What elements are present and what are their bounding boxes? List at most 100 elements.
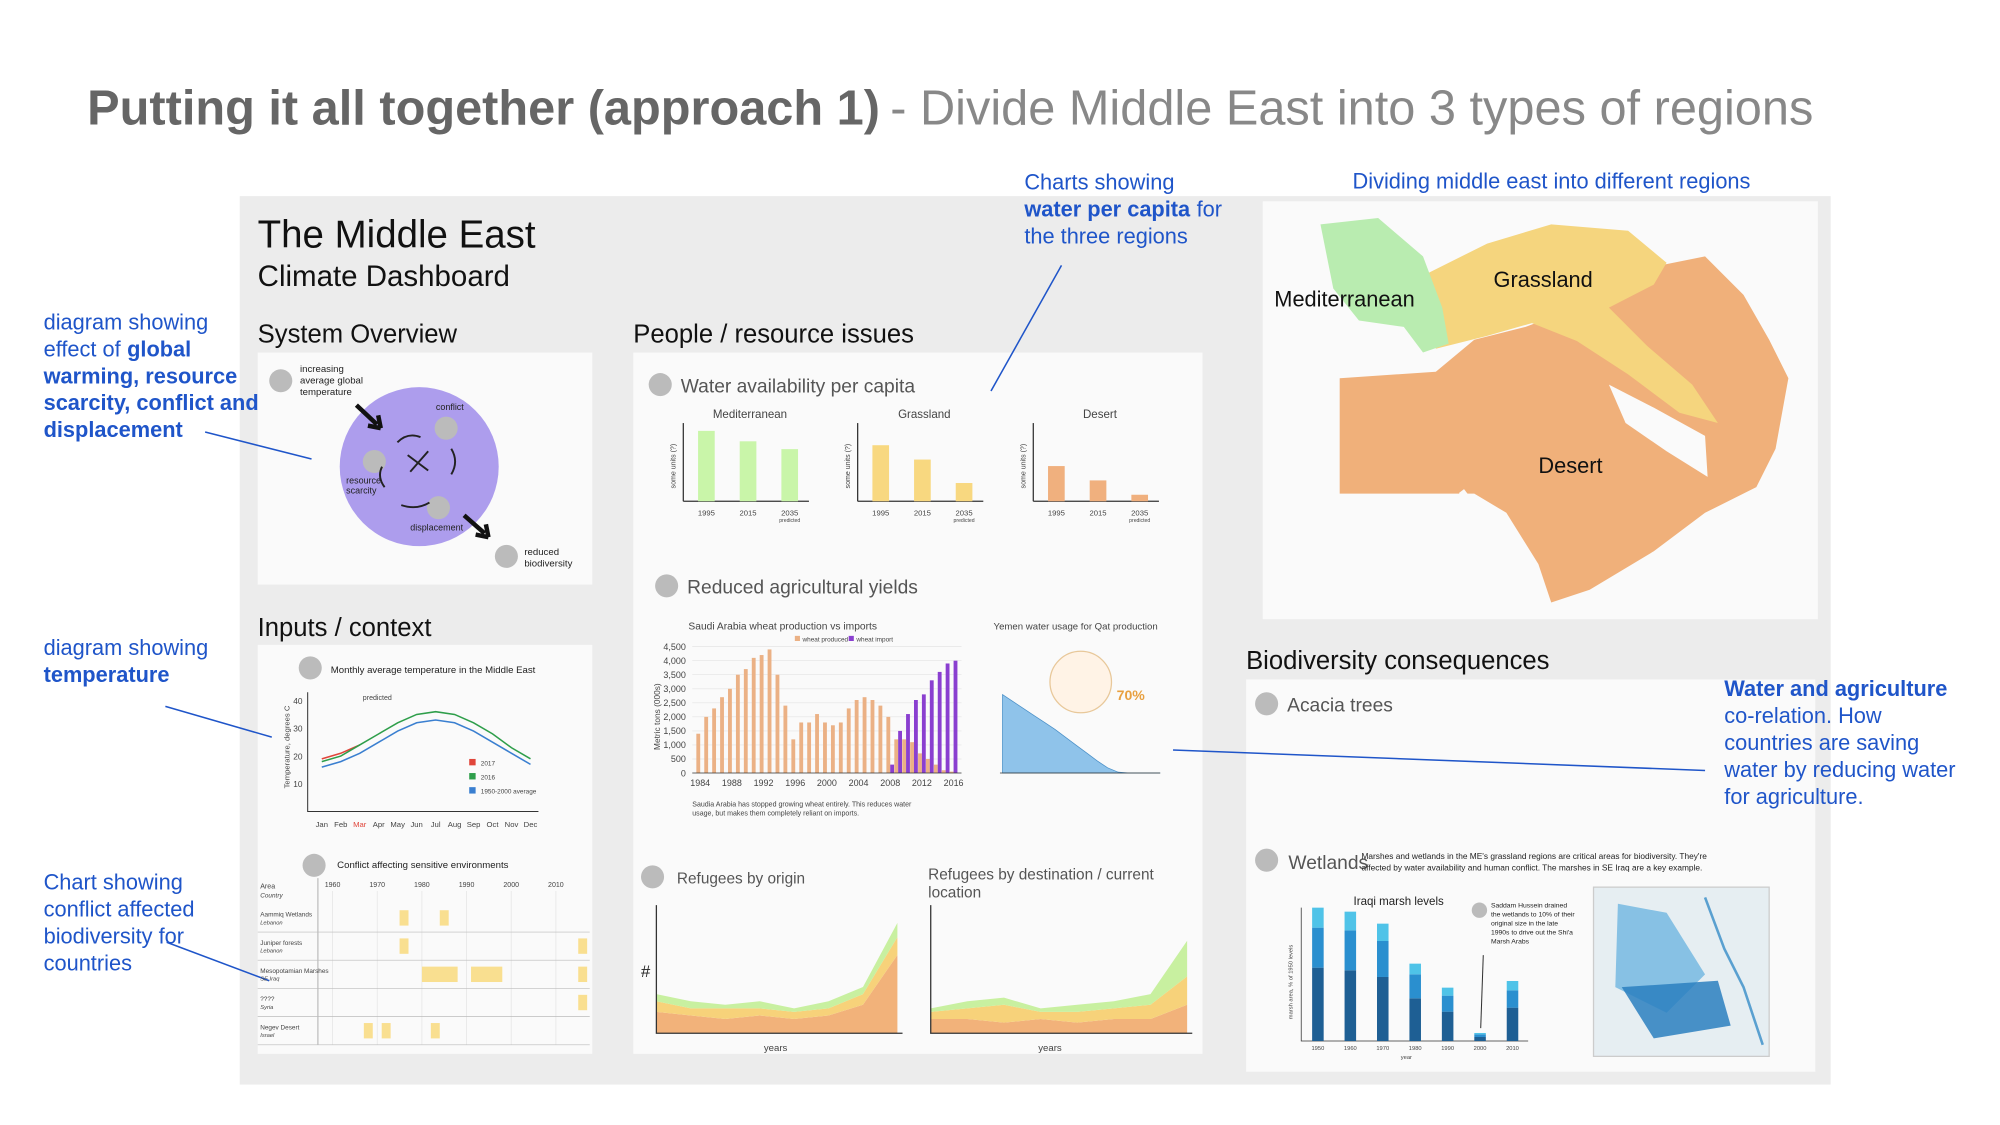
- chart-title: Saudi Arabia wheat production vs imports: [688, 621, 877, 632]
- area: [930, 940, 1188, 1012]
- header: Country: [260, 892, 283, 899]
- bar: [799, 722, 804, 774]
- axis: [655, 905, 903, 1034]
- bar: [1131, 494, 1149, 502]
- header: Area: [260, 883, 275, 890]
- bar: [698, 430, 715, 502]
- area: [656, 937, 898, 1020]
- y-tick-label: 500: [671, 754, 686, 764]
- x-tick-label: Nov: [505, 820, 519, 829]
- annotation: Charts showing: [1024, 170, 1174, 195]
- legend-label: wheat import: [855, 637, 893, 644]
- row-label: Syria: [260, 1005, 273, 1011]
- x-tick-label: 2035: [1131, 508, 1148, 517]
- x-tick-label: 1960: [1344, 1046, 1357, 1052]
- bar-segment: [1474, 1036, 1486, 1041]
- label: resource: [346, 475, 381, 485]
- span: [381, 1023, 391, 1039]
- note: Marsh Arabs: [1491, 939, 1530, 946]
- x-tick-label: Feb: [334, 820, 347, 829]
- chart-title: Mediterranean: [713, 409, 787, 421]
- note: Saddam Hussein drained: [1491, 903, 1567, 910]
- bar: [955, 483, 973, 502]
- x-tick-label: 1990: [459, 882, 475, 889]
- bar: [894, 739, 899, 774]
- x-tick-label: Jul: [431, 820, 441, 829]
- bar-segment: [1441, 987, 1454, 996]
- note: the wetlands to 10% of their: [1491, 912, 1575, 919]
- annotation: temperature: [44, 662, 170, 687]
- bar: [878, 705, 883, 774]
- annotation-text: Chart showing: [44, 870, 183, 895]
- x-tick-label: 1970: [1376, 1046, 1389, 1052]
- bar: [913, 699, 918, 774]
- annotation-text: co-relation. How: [1724, 703, 1882, 728]
- bar-segment: [1344, 911, 1357, 931]
- span: [399, 910, 409, 926]
- bar: [854, 699, 859, 774]
- row-label: Aammiq Wetlands: [260, 912, 312, 919]
- section-heading: System Overview: [258, 320, 458, 348]
- bar: [862, 697, 867, 774]
- annotation-text: effect of: [44, 336, 122, 361]
- row-label: Lebanon: [260, 920, 282, 926]
- annotation-text: Charts showing: [1024, 170, 1174, 195]
- chart-title: location: [928, 884, 981, 901]
- bar: [925, 758, 930, 774]
- axis: [930, 905, 1193, 1034]
- annotation-text: biodiversity for: [44, 924, 184, 949]
- pointer: [1480, 955, 1484, 1029]
- x-tick-label: 2012: [912, 778, 932, 788]
- x-tick-label: 2000: [1474, 1046, 1487, 1052]
- bar: [941, 770, 946, 774]
- bar: [918, 753, 922, 774]
- line: [321, 710, 531, 763]
- section-heading: Biodiversity consequences: [1246, 647, 1549, 675]
- map-label: Grassland: [1494, 267, 1593, 292]
- x-tick-label: Oct: [487, 820, 500, 829]
- legend-swatch: [469, 758, 476, 766]
- x-tick-label: 1988: [722, 778, 742, 788]
- x-tick-label: 1984: [690, 778, 710, 788]
- bar-segment: [1376, 923, 1389, 941]
- chart-title: Reduced agricultural yields: [687, 578, 918, 599]
- bar-segment: [1506, 980, 1519, 991]
- axis: [307, 692, 539, 813]
- map-label: Desert: [1538, 453, 1602, 478]
- bar: [807, 722, 812, 774]
- bar: [781, 449, 799, 502]
- axis-label: some units (?): [671, 444, 678, 489]
- label: average global: [300, 375, 363, 386]
- bar: [898, 730, 903, 774]
- bar: [775, 674, 780, 774]
- region-map: [1320, 217, 1789, 603]
- x-tick-label: 1995: [872, 508, 889, 517]
- chart-title: Monthly average temperature in the Middl…: [331, 665, 536, 676]
- x-tick-label: 2035: [781, 508, 798, 517]
- inset-circle: [1049, 650, 1113, 714]
- bar-segment: [1409, 998, 1421, 1041]
- legend-label: 2016: [481, 774, 496, 781]
- section-heading: Inputs / context: [258, 614, 432, 642]
- subheading: Acacia trees: [1287, 696, 1393, 717]
- label: biodiversity: [524, 559, 572, 570]
- bar: [696, 733, 701, 774]
- bar: [902, 739, 907, 774]
- annotation: countries are saving: [1724, 730, 1919, 755]
- title-bold: Putting it all together (approach 1): [87, 81, 880, 135]
- axis-label: #: [641, 962, 651, 981]
- annotation-text: Water and agriculture: [1724, 676, 1947, 701]
- annotation: displacement: [44, 417, 183, 442]
- span: [578, 966, 588, 983]
- span: [578, 938, 588, 954]
- chart-title: Iraqi marsh levels: [1354, 896, 1444, 908]
- annotation-text: for agriculture.: [1724, 784, 1863, 809]
- y-tick-label: 1,500: [663, 726, 685, 736]
- span: [363, 1023, 373, 1039]
- axis-label: years: [764, 1043, 788, 1054]
- y-tick-label: 2,500: [663, 698, 685, 708]
- x-tick-label: 2004: [849, 778, 869, 788]
- chart-title: Desert: [1083, 409, 1118, 421]
- bar: [751, 657, 756, 774]
